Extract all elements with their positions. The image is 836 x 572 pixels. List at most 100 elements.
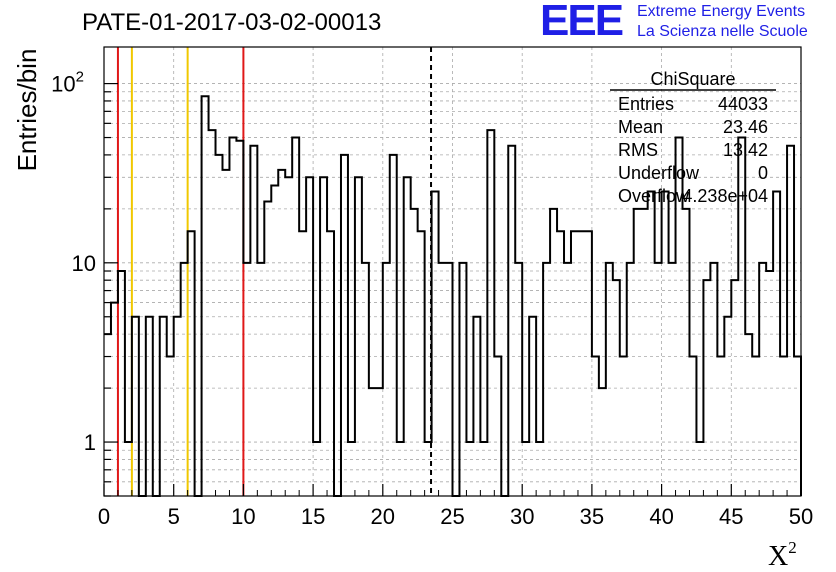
histogram-bin bbox=[662, 191, 669, 496]
histogram-bin bbox=[355, 177, 362, 496]
histogram-bin bbox=[522, 442, 529, 496]
histogram-bin bbox=[592, 357, 599, 496]
logo-line-1: Extreme Energy Events bbox=[637, 3, 806, 20]
histogram-bin bbox=[606, 263, 613, 496]
stats-row-value: 44033 bbox=[718, 94, 768, 114]
x-tick-label: 40 bbox=[649, 504, 673, 529]
histogram-bin bbox=[397, 442, 404, 496]
histogram-bin bbox=[432, 191, 439, 496]
x-tick-label: 5 bbox=[168, 504, 180, 529]
histogram-bin bbox=[620, 357, 627, 496]
histogram-bin bbox=[236, 141, 243, 496]
axis-labels: Entries/bin X2 bbox=[12, 49, 797, 572]
histogram-bin bbox=[780, 357, 787, 496]
histogram-bin bbox=[585, 231, 592, 496]
histogram-bin bbox=[320, 177, 327, 496]
stats-row-value: 23.46 bbox=[723, 117, 768, 137]
x-tick-label: 30 bbox=[510, 504, 534, 529]
histogram-bin bbox=[459, 263, 466, 496]
plot-title: PATE-01-2017-03-02-00013 bbox=[82, 9, 382, 36]
histogram-bin bbox=[313, 442, 320, 496]
histogram-bin bbox=[689, 357, 696, 496]
x-tick-label: 10 bbox=[231, 504, 255, 529]
histogram-bin bbox=[571, 231, 578, 496]
x-tick-label: 0 bbox=[98, 504, 110, 529]
histogram-bin bbox=[222, 170, 229, 496]
histogram-bin bbox=[250, 146, 257, 496]
histogram-outline bbox=[104, 95, 802, 497]
histogram-bin bbox=[634, 209, 641, 496]
stats-row-label: Overflow bbox=[618, 186, 690, 206]
histogram-bin bbox=[362, 263, 369, 496]
histogram-bin bbox=[390, 155, 397, 496]
histogram-bin bbox=[341, 155, 348, 496]
histogram-bin bbox=[181, 263, 188, 496]
histogram-bin bbox=[418, 231, 425, 496]
histogram-bins bbox=[104, 95, 802, 497]
histogram-bin bbox=[766, 271, 773, 496]
histogram-bin bbox=[125, 442, 132, 496]
histogram-bin bbox=[278, 170, 285, 496]
stats-row-label: RMS bbox=[618, 140, 658, 160]
x-tick-label: 50 bbox=[789, 504, 813, 529]
histogram-bin bbox=[487, 130, 494, 496]
histogram-bin bbox=[299, 231, 306, 496]
y-tick-label: 10 bbox=[72, 251, 96, 276]
stats-box: ChiSquare Entries 44033 Mean 23.46 RMS 13.42 U… bbox=[610, 69, 776, 206]
x-axis-title-main: X bbox=[768, 541, 788, 572]
histogram-bin bbox=[111, 303, 118, 496]
histogram-bin bbox=[174, 317, 181, 496]
histogram-bin bbox=[515, 263, 522, 496]
histogram-bin bbox=[696, 442, 703, 496]
histogram-bin bbox=[508, 146, 515, 496]
x-tick-label: 20 bbox=[371, 504, 395, 529]
logo-line-2: La Scienza nelle Scuole bbox=[637, 23, 808, 40]
histogram-bin bbox=[613, 280, 620, 496]
histogram-bin bbox=[564, 263, 571, 496]
axis-ticks: 0 5 10 15 20 25 30 35 40 45 50 1 10 102 bbox=[51, 69, 813, 529]
histogram-bin bbox=[202, 96, 209, 496]
histogram-bin bbox=[257, 263, 264, 496]
histogram-bin bbox=[683, 209, 690, 496]
stats-box-title: ChiSquare bbox=[650, 69, 735, 89]
histogram-bin bbox=[703, 280, 710, 496]
histogram-bin bbox=[306, 177, 313, 496]
histogram-bin bbox=[773, 191, 780, 496]
histogram-bin bbox=[759, 263, 766, 496]
histogram-bin bbox=[167, 357, 174, 496]
histogram-bin bbox=[188, 231, 195, 496]
histogram-bin bbox=[404, 177, 411, 496]
histogram-bin bbox=[264, 201, 271, 496]
x-axis-title: X2 bbox=[768, 538, 797, 572]
histogram-bin bbox=[536, 442, 543, 496]
histogram-bin bbox=[104, 334, 111, 496]
stats-row-label: Mean bbox=[618, 117, 663, 137]
y-tick-label: 102 bbox=[51, 69, 84, 97]
histogram-bin bbox=[543, 263, 550, 496]
histogram-bin bbox=[724, 317, 731, 496]
y-tick-label: 1 bbox=[84, 430, 96, 455]
y-axis-title: Entries/bin bbox=[12, 49, 42, 172]
histogram-bin bbox=[146, 317, 153, 496]
stats-row-value: 4.238e+04 bbox=[682, 186, 768, 206]
histogram-bin bbox=[641, 209, 648, 496]
histogram-bin bbox=[745, 334, 752, 496]
x-tick-label: 45 bbox=[719, 504, 743, 529]
stats-row-value: 13.42 bbox=[723, 140, 768, 160]
histogram-bin bbox=[132, 317, 139, 496]
histogram-bin bbox=[578, 231, 585, 496]
stats-row-label: Entries bbox=[618, 94, 674, 114]
histogram-bin bbox=[648, 191, 655, 496]
histogram-bin bbox=[271, 186, 278, 496]
histogram-bin bbox=[627, 263, 634, 496]
x-tick-label: 35 bbox=[580, 504, 604, 529]
histogram-bin bbox=[494, 357, 501, 496]
histogram-bin bbox=[731, 280, 738, 496]
histogram-bin bbox=[557, 231, 564, 496]
x-axis-title-superscript: 2 bbox=[788, 538, 797, 557]
histogram-bin bbox=[446, 263, 453, 496]
histogram-bin bbox=[348, 442, 355, 496]
histogram-bin bbox=[292, 138, 299, 496]
histogram-bin bbox=[480, 442, 487, 496]
